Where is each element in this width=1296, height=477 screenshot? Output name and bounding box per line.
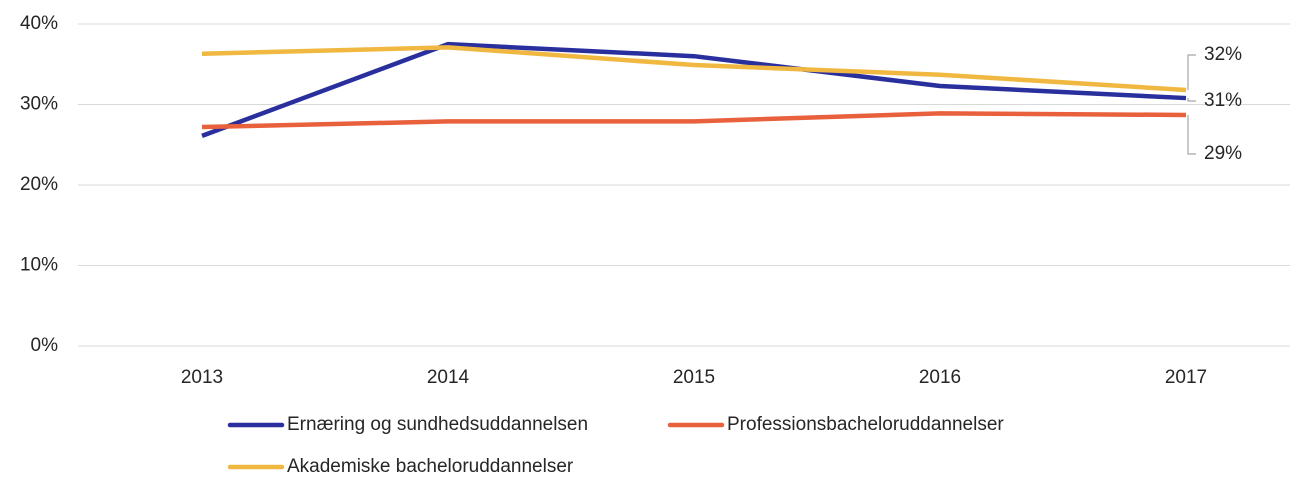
x-tick-label: 2016 [919,367,961,388]
data-label: 32% [1204,44,1242,65]
x-tick-label: 2013 [181,367,223,388]
series-line [201,41,1187,139]
label-leader [1187,114,1196,155]
legend-label: Professionsbacheloruddannelser [727,414,1004,435]
y-tick-label: 10% [20,255,58,276]
y-tick-label: 20% [20,174,58,195]
series-line [201,45,1187,93]
legend-label: Akademiske bacheloruddannelser [287,456,574,477]
legend-label: Ernæring og sundhedsuddannelsen [287,414,588,435]
data-label: 31% [1204,90,1242,111]
y-tick-label: 30% [20,94,58,115]
label-leader [1187,54,1196,91]
x-tick-label: 2017 [1165,367,1207,388]
series-line [201,111,1187,130]
data-label: 29% [1204,143,1242,164]
y-tick-label: 0% [31,335,59,356]
x-tick-label: 2014 [427,367,470,388]
y-tick-label: 40% [20,13,58,34]
label-leader [1187,98,1196,102]
x-tick-label: 2015 [673,367,715,388]
